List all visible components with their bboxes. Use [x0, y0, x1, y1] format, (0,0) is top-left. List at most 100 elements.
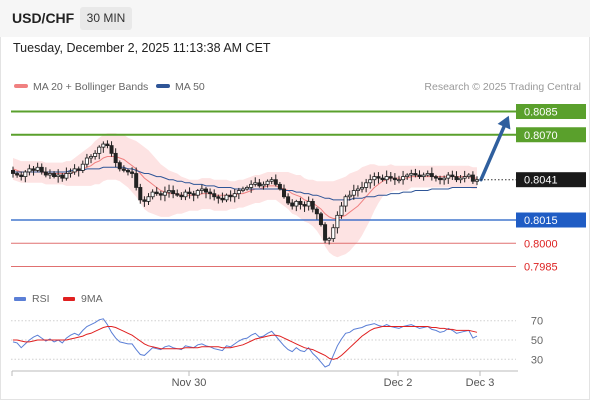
candle: [396, 175, 401, 184]
candle: [15, 171, 20, 178]
candle-body: [429, 173, 434, 177]
timeframe-button[interactable]: 30 MIN: [80, 7, 132, 30]
candle: [388, 172, 393, 182]
legend-swatch-rsi: [14, 297, 26, 301]
candle: [372, 172, 377, 186]
candle: [43, 167, 48, 178]
candle-body: [462, 176, 467, 179]
candle-body: [93, 152, 98, 157]
candle-body: [97, 146, 102, 154]
candle-body: [343, 196, 348, 207]
candle-body: [236, 190, 241, 195]
candle-body: [167, 190, 172, 193]
candle: [35, 162, 40, 173]
symbol-title: USD/CHF: [12, 10, 75, 26]
candle: [302, 201, 307, 212]
ma50-line: [13, 166, 477, 201]
candle-body: [15, 173, 20, 176]
candle: [216, 194, 221, 204]
candle-body: [35, 166, 40, 171]
x-axis: Nov 30 Dec 2 Dec 3: [172, 371, 494, 389]
candle: [72, 164, 77, 175]
candle-body: [228, 194, 233, 198]
candle: [167, 184, 172, 198]
candle: [401, 170, 406, 185]
candle-body: [195, 190, 200, 196]
candle: [339, 202, 344, 219]
candle: [39, 163, 44, 175]
candle-body: [372, 176, 377, 181]
candle: [191, 190, 196, 202]
candle: [282, 184, 287, 199]
candle-body: [314, 208, 319, 215]
candle: [130, 167, 135, 179]
current-price-tag-bg: [516, 172, 586, 188]
legend-swatch-ma20: [14, 84, 28, 88]
candle-body: [105, 143, 110, 147]
candle-body: [376, 176, 381, 179]
candle-body: [306, 200, 311, 207]
candle-body: [282, 188, 287, 198]
candle: [298, 197, 303, 210]
candle: [138, 183, 143, 204]
candle: [203, 187, 208, 199]
candle-body: [175, 193, 180, 196]
candle-body: [318, 213, 323, 226]
candle-body: [113, 152, 118, 164]
candle-body: [23, 171, 28, 177]
candle: [146, 193, 151, 205]
level-tag-bg-0.8070: [516, 127, 586, 143]
candle-body: [277, 183, 282, 190]
candle-body: [286, 196, 291, 204]
candle-body: [433, 176, 438, 179]
candle-body: [142, 199, 147, 202]
candle: [355, 185, 360, 197]
moving-averages: [12, 156, 477, 219]
candle: [376, 172, 381, 184]
candle-body: [101, 143, 106, 148]
candle-body: [438, 177, 443, 181]
candle-body: [68, 171, 73, 174]
candle: [187, 187, 192, 199]
level-tag-label-0.8015: 0.8015: [524, 215, 558, 227]
candle: [442, 175, 447, 185]
level-tag-label-0.8000: 0.8000: [524, 238, 558, 250]
candle: [429, 167, 434, 181]
candle-body: [323, 224, 328, 241]
candle-body: [84, 157, 89, 165]
candle: [134, 167, 139, 191]
candle: [277, 182, 282, 191]
candle: [269, 177, 274, 185]
candle-body: [39, 166, 44, 173]
candle-body: [138, 187, 143, 201]
candle: [105, 140, 110, 149]
legend-swatch-9ma: [63, 297, 75, 301]
candle-body: [401, 176, 406, 181]
legend-label-9ma: 9MA: [81, 293, 103, 305]
rsi-tick-label-50: 50: [531, 335, 543, 347]
candle: [413, 168, 418, 178]
candle: [236, 187, 241, 200]
candle: [31, 165, 36, 176]
rsi-series-9MA: [13, 326, 478, 360]
candle-body: [179, 194, 184, 198]
candle-body: [19, 174, 24, 178]
candle: [384, 170, 389, 184]
candle-body: [388, 176, 393, 179]
candle-body: [413, 173, 418, 176]
candle: [183, 189, 188, 201]
candle: [76, 166, 81, 177]
candle: [290, 199, 295, 210]
price-levels: [11, 110, 516, 267]
candle: [68, 168, 73, 178]
candle: [142, 196, 147, 207]
candle: [450, 170, 455, 180]
candle: [318, 211, 323, 227]
level-tag-bg-0.8015: [516, 212, 586, 228]
projection-arrow-head: [497, 115, 511, 130]
candle-body: [150, 191, 155, 198]
candle: [19, 171, 24, 181]
candle-body: [450, 174, 455, 178]
current-price-label: 0.8041: [524, 175, 558, 187]
